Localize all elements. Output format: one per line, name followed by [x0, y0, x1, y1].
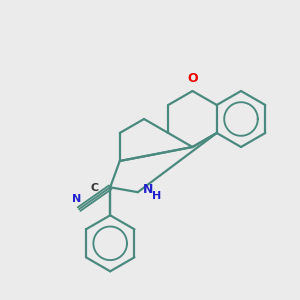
Text: H: H: [152, 191, 161, 201]
Text: C: C: [90, 183, 98, 193]
Text: O: O: [187, 72, 198, 85]
Text: N: N: [143, 183, 153, 196]
Text: N: N: [72, 194, 82, 204]
